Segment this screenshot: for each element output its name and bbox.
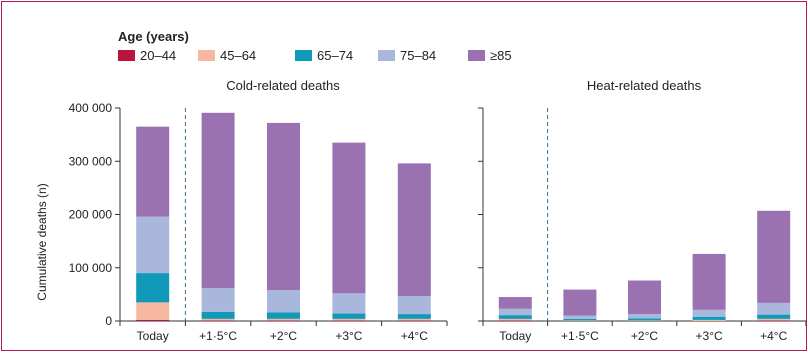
bar-segment [397,163,431,296]
x-tick-label: +3°C [335,329,362,343]
legend-label: 65–74 [317,48,353,63]
legend: Age (years) 20–44 45–64 65–74 75–84 ≥85 [118,29,512,63]
bar-segment [201,112,235,288]
x-tick-label: +1·5°C [561,329,599,343]
bar-segment [332,313,366,319]
x-tick-label: +4°C [401,329,428,343]
legend-title: Age (years) [118,29,189,44]
bar-segment [628,318,661,321]
bar-segment [628,320,661,321]
bar-segment [397,295,431,315]
legend-label: ≥85 [490,48,512,63]
bar-segment [692,253,726,310]
bar-segment [267,122,300,291]
bar-segment [136,126,170,217]
panel-heat: Heat-related deaths Today +1·5°C +2°C +3°C +4… [478,78,807,343]
bar-segment [136,273,170,303]
bar-segment [563,318,597,321]
x-tick-label: +1·5°C [199,329,237,343]
bar-segment [498,318,532,321]
panel-title: Cold-related deaths [226,78,340,93]
bar-segment [692,309,726,317]
bar-segment [757,318,791,321]
x-tick-label: +2°C [631,329,658,343]
bar-segment [397,318,431,321]
bar-segment [498,308,532,316]
y-tick-label: 0 [105,314,112,328]
bar-segment [332,142,366,294]
legend-label: 45–64 [220,48,256,63]
x-tick-label: Today [137,329,169,343]
x-tick-label: +3°C [696,329,723,343]
legend-swatch [295,50,312,61]
bar-segment [397,320,431,321]
bar-segment [201,318,235,321]
bar-segment [498,315,532,319]
bar-segment [563,315,597,319]
bar-segment [332,320,366,321]
bar-segment [267,318,300,321]
bar-segment [563,289,597,316]
legend-label: 20–44 [140,48,176,63]
bar-segment [757,210,791,303]
bar-segment [201,320,235,321]
bar-segment [498,297,532,309]
bar-segment [201,311,235,319]
bar-segment [757,302,791,315]
bar-segment [332,293,366,314]
bar-segment [136,216,170,274]
x-tick-label: +2°C [270,329,297,343]
legend-swatch [198,50,215,61]
legend-swatch [118,50,135,61]
bar-segment [267,320,300,321]
bar-segment [498,320,532,321]
bar-segment [201,287,235,312]
bar-segment [332,318,366,321]
panel-title: Heat-related deaths [587,78,702,93]
bar-segment [692,316,726,320]
y-tick-label: 200 000 [69,208,113,222]
bar-segment [267,312,300,319]
y-tick-label: 400 000 [69,101,113,115]
panel-cold: Cold-related deaths 0 100 000 200 000 300 00… [69,78,448,343]
legend-swatch [378,50,395,61]
y-axis-title: Cumulative deaths (n) [35,183,49,300]
legend-label: 75–84 [400,48,436,63]
bar-segment [563,320,597,321]
y-tick-label: 300 000 [69,154,113,168]
bar-segment [757,314,791,319]
bar-segment [267,290,300,313]
y-tick-label: 100 000 [69,261,113,275]
bar-segment [628,314,661,319]
legend-swatch [468,50,485,61]
bar-segment [397,314,431,319]
bar-segment [757,320,791,321]
bar-segment [628,280,661,315]
bar-segment [136,319,170,321]
x-tick-label: Today [499,329,531,343]
bar-segment [692,319,726,321]
x-tick-label: +4°C [760,329,787,343]
bar-segment [136,302,170,320]
